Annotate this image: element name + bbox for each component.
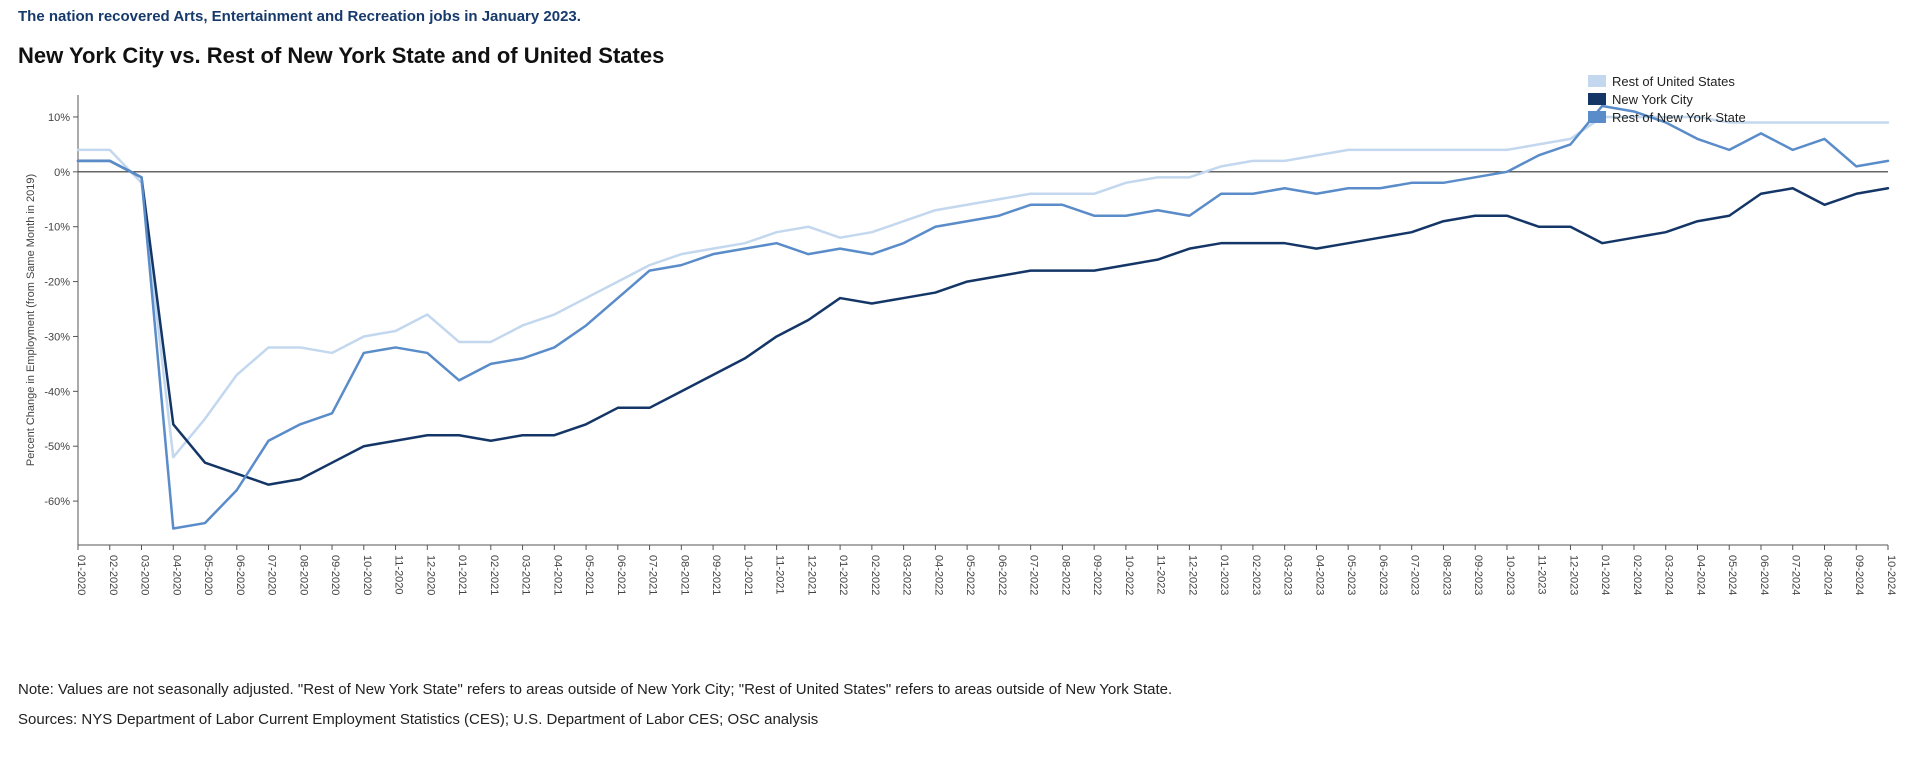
svg-text:12-2020: 12-2020 — [424, 555, 436, 595]
svg-text:04-2021: 04-2021 — [551, 555, 563, 595]
svg-text:04-2024: 04-2024 — [1694, 555, 1706, 595]
svg-text:08-2020: 08-2020 — [297, 555, 309, 595]
svg-text:02-2020: 02-2020 — [107, 555, 119, 595]
svg-text:06-2021: 06-2021 — [615, 555, 627, 595]
svg-text:Rest of New York State: Rest of New York State — [1612, 110, 1746, 125]
svg-text:02-2021: 02-2021 — [488, 555, 500, 595]
svg-text:03-2021: 03-2021 — [520, 555, 532, 595]
svg-text:05-2021: 05-2021 — [583, 555, 595, 595]
svg-text:02-2024: 02-2024 — [1631, 555, 1643, 595]
svg-text:01-2024: 01-2024 — [1599, 555, 1611, 595]
svg-text:-50%: -50% — [44, 441, 70, 453]
svg-text:12-2022: 12-2022 — [1186, 555, 1198, 595]
chart-note: Note: Values are not seasonally adjusted… — [18, 680, 1902, 700]
svg-text:-20%: -20% — [44, 277, 70, 289]
svg-text:03-2020: 03-2020 — [139, 555, 151, 595]
svg-text:04-2020: 04-2020 — [170, 555, 182, 595]
svg-text:-60%: -60% — [44, 496, 70, 508]
svg-text:09-2022: 09-2022 — [1091, 555, 1103, 595]
svg-text:12-2021: 12-2021 — [805, 555, 817, 595]
svg-text:06-2023: 06-2023 — [1377, 555, 1389, 595]
svg-text:09-2023: 09-2023 — [1472, 555, 1484, 595]
svg-text:01-2022: 01-2022 — [837, 555, 849, 595]
chart-title: New York City vs. Rest of New York State… — [18, 43, 1902, 69]
svg-text:Rest of United States: Rest of United States — [1612, 75, 1735, 89]
svg-text:02-2023: 02-2023 — [1250, 555, 1262, 595]
svg-text:08-2022: 08-2022 — [1059, 555, 1071, 595]
chart-supertitle: The nation recovered Arts, Entertainment… — [18, 8, 1902, 25]
svg-text:10-2023: 10-2023 — [1504, 555, 1516, 595]
svg-text:03-2024: 03-2024 — [1663, 555, 1675, 595]
svg-text:03-2022: 03-2022 — [901, 555, 913, 595]
svg-text:10-2022: 10-2022 — [1123, 555, 1135, 595]
svg-text:06-2022: 06-2022 — [996, 555, 1008, 595]
svg-text:04-2022: 04-2022 — [932, 555, 944, 595]
svg-text:01-2023: 01-2023 — [1218, 555, 1230, 595]
svg-text:04-2023: 04-2023 — [1313, 555, 1325, 595]
svg-text:02-2022: 02-2022 — [869, 555, 881, 595]
svg-text:09-2021: 09-2021 — [710, 555, 722, 595]
svg-text:05-2022: 05-2022 — [964, 555, 976, 595]
svg-text:11-2023: 11-2023 — [1536, 555, 1548, 595]
line-chart-svg: 10% 0% -10% -20% -30% -40% -50% -60% Percent Cha… — [18, 75, 1898, 665]
svg-text:01-2020: 01-2020 — [75, 555, 87, 595]
svg-text:07-2021: 07-2021 — [647, 555, 659, 595]
svg-text:05-2023: 05-2023 — [1345, 555, 1357, 595]
svg-text:10%: 10% — [48, 112, 70, 124]
svg-text:09-2024: 09-2024 — [1853, 555, 1865, 595]
svg-text:12-2023: 12-2023 — [1567, 555, 1579, 595]
svg-text:09-2020: 09-2020 — [329, 555, 341, 595]
svg-text:Percent Change in Employment (: Percent Change in Employment (from Same … — [25, 174, 37, 466]
svg-text:08-2024: 08-2024 — [1821, 555, 1833, 595]
svg-text:07-2023: 07-2023 — [1409, 555, 1421, 595]
svg-text:11-2021: 11-2021 — [774, 555, 786, 595]
svg-text:10-2024: 10-2024 — [1885, 555, 1897, 595]
svg-text:10-2021: 10-2021 — [742, 555, 754, 595]
chart-sources: Sources: NYS Department of Labor Current… — [18, 710, 1902, 730]
chart-area: 10% 0% -10% -20% -30% -40% -50% -60% Percent Cha… — [18, 75, 1902, 670]
svg-text:07-2020: 07-2020 — [266, 555, 278, 595]
svg-text:10-2020: 10-2020 — [361, 555, 373, 595]
svg-text:07-2022: 07-2022 — [1028, 555, 1040, 595]
svg-text:New York City: New York City — [1612, 92, 1693, 107]
svg-text:0%: 0% — [54, 167, 70, 179]
svg-text:-30%: -30% — [44, 331, 70, 343]
svg-text:08-2023: 08-2023 — [1440, 555, 1452, 595]
svg-text:-10%: -10% — [44, 222, 70, 234]
svg-text:03-2023: 03-2023 — [1282, 555, 1294, 595]
svg-text:05-2024: 05-2024 — [1726, 555, 1738, 595]
svg-text:05-2020: 05-2020 — [202, 555, 214, 595]
svg-text:11-2022: 11-2022 — [1155, 555, 1167, 595]
svg-text:06-2024: 06-2024 — [1758, 555, 1770, 595]
svg-text:06-2020: 06-2020 — [234, 555, 246, 595]
svg-text:08-2021: 08-2021 — [678, 555, 690, 595]
svg-text:11-2020: 11-2020 — [393, 555, 405, 595]
svg-text:-40%: -40% — [44, 386, 70, 398]
svg-text:01-2021: 01-2021 — [456, 555, 468, 595]
svg-text:07-2024: 07-2024 — [1790, 555, 1802, 595]
